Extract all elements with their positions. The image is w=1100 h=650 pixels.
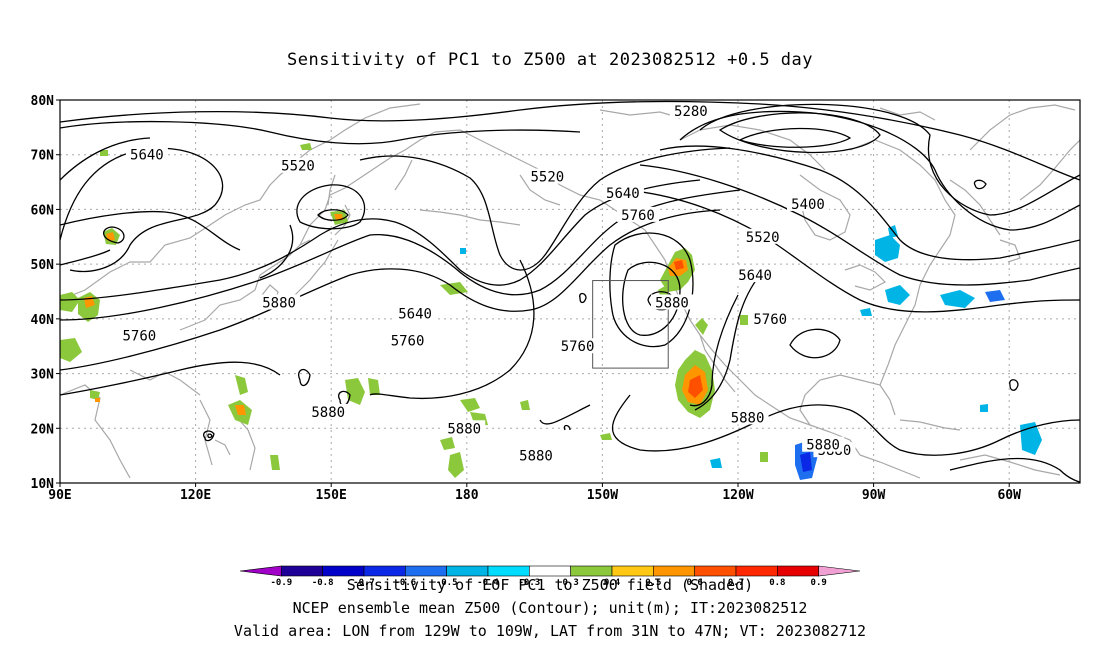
colorbar-swatch	[487, 565, 530, 577]
lon-tick-label: 150E	[316, 488, 347, 503]
colorbar-swatch	[653, 565, 695, 577]
contour-label: 5760	[122, 328, 156, 344]
colorbar-label: 0.4	[604, 578, 621, 588]
colorbar-swatch	[322, 565, 365, 577]
contour-label-bg	[617, 206, 659, 222]
plot-title: Sensitivity of PC1 to Z500 at 2023082512…	[286, 50, 813, 70]
colorbar-swatch	[611, 565, 654, 577]
colorbar-label: 0.8	[769, 578, 785, 588]
colorbar-label: 0.9	[811, 578, 827, 588]
contour-label: 5880	[731, 410, 765, 426]
lon-tick-label: 150W	[587, 488, 618, 503]
contour-label-bg	[277, 157, 319, 173]
colorbar: -0.9 -0.8 -0.7 -0.6 -0.5 -0.4 -0.3 0.3 0.4 0.5 0.6…	[239, 565, 861, 588]
contour-label: 5640	[398, 306, 432, 322]
contour-label-bg	[734, 267, 777, 283]
lat-tick-label: 60N	[31, 203, 55, 218]
contour-label: 5520	[746, 230, 780, 246]
footer-shading-caption: Sensitivity of EOF PC1 to Z500 field (Sh…	[346, 576, 754, 594]
contour-label-bg	[515, 447, 557, 463]
colorbar-swatch	[405, 565, 447, 577]
colorbar-label: -0.6	[394, 578, 416, 588]
lon-tick-label: 90E	[48, 488, 71, 503]
colorbar-swatch	[777, 565, 819, 577]
colorbar-swatch	[363, 565, 406, 577]
contour-label: 5640	[738, 268, 772, 284]
valid-area-box	[592, 280, 669, 369]
contour-label-bg	[601, 185, 644, 201]
contour-label-bg	[394, 305, 437, 321]
colorbar-swatch	[529, 565, 571, 577]
lon-tick-label: 60W	[997, 488, 1021, 503]
colorbar-label: 0.5	[645, 578, 661, 588]
colorbar-swatch	[446, 565, 489, 577]
colorbar-swatch	[570, 565, 613, 577]
lat-tick-label: 70N	[31, 149, 55, 164]
colorbar-label: -0.5	[436, 578, 458, 588]
contour-label-bg	[526, 168, 569, 184]
footer-valid-area-caption: Valid area: LON from 129W to 109W, LAT f…	[233, 622, 867, 640]
contour-label: 5520	[530, 170, 564, 186]
colorbar-label: 0.7	[728, 578, 744, 588]
gridlines	[60, 100, 1080, 483]
contour-label-bg	[741, 228, 784, 244]
lon-tick-label: 120W	[722, 488, 753, 503]
contour-label-bg	[726, 409, 769, 425]
lat-tick-label: 40N	[31, 313, 55, 328]
contour-label: 5880	[447, 421, 481, 437]
contour-label: 5880	[655, 295, 689, 311]
lon-tick-label: 90W	[862, 488, 886, 503]
contour-label: 5640	[606, 186, 640, 202]
colorbar-swatch	[818, 565, 861, 577]
contour-label-bg	[651, 294, 693, 310]
contour-label-bg	[386, 332, 429, 348]
lat-tick-label: 20N	[31, 422, 55, 437]
contour-label-bg	[749, 310, 792, 326]
contour-label: 5760	[391, 334, 425, 350]
contour-label: 5760	[753, 312, 787, 328]
colorbar-label: 0.3	[563, 578, 579, 588]
contour-label-bg	[118, 327, 161, 343]
contour-label: 5400	[791, 197, 825, 213]
colorbar-swatch	[735, 565, 778, 577]
contour-label-bg	[443, 420, 486, 436]
colorbar-swatch	[281, 565, 323, 577]
colorbar-label: -0.3	[518, 578, 540, 588]
contour-label: 5760	[561, 339, 595, 355]
lat-tick-label: 80N	[31, 94, 55, 109]
contour-label-bg	[669, 102, 712, 118]
contour-label: 5760	[621, 208, 655, 224]
lat-tick-label: 10N	[31, 477, 55, 492]
contour-label: 5880	[519, 449, 553, 465]
colorbar-label: -0.9	[270, 578, 292, 588]
colorbar-label: 0.6	[687, 578, 703, 588]
plot-area	[60, 100, 1080, 483]
lon-tick-label: 120E	[180, 488, 211, 503]
contour-label-bg	[258, 294, 301, 310]
contour-label: 5640	[130, 148, 164, 164]
colorbar-label: -0.7	[353, 578, 375, 588]
lat-tick-label: 30N	[31, 368, 55, 383]
lon-tick-label: 180	[455, 488, 479, 503]
colorbar-swatch	[239, 565, 282, 577]
contour-label-bg	[556, 338, 599, 354]
contour-label-bg	[802, 436, 845, 452]
contour-label-bg	[125, 146, 168, 162]
contour-label-bg	[787, 195, 829, 211]
contour-label: 5880	[311, 405, 345, 421]
contour-label-bg	[307, 403, 350, 419]
contour-label: 5880	[806, 438, 840, 454]
lat-tick-label: 50N	[31, 258, 55, 273]
colorbar-label: -0.4	[477, 578, 499, 588]
contour-label: 5880	[262, 295, 296, 311]
contour-labels: 5280 5640 5520 5520 5640 5760 5400 5520 5640 5760…	[118, 102, 856, 465]
colorbar-swatch	[694, 565, 737, 577]
footer-contour-caption: NCEP ensemble mean Z500 (Contour); unit(…	[292, 599, 808, 617]
colorbar-label: -0.8	[312, 578, 334, 588]
contour-label: 5520	[281, 159, 315, 175]
contour-label: 5280	[674, 104, 708, 120]
plot-frame	[59, 99, 1081, 484]
